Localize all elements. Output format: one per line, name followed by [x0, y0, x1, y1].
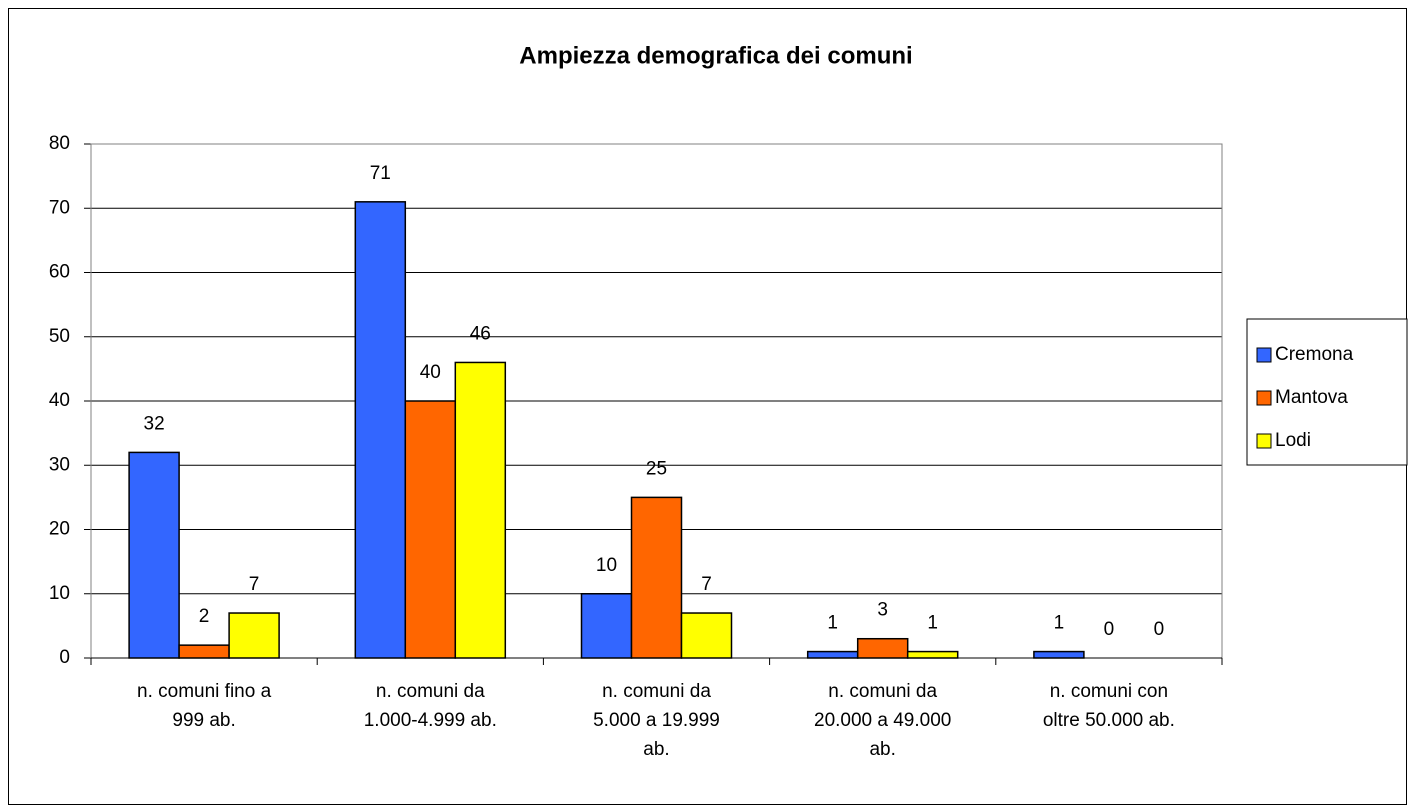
bar	[906, 650, 959, 659]
x-tick-label: n. comuni da 20.000 a 49.000 ab.	[814, 681, 952, 760]
data-label: 25	[646, 458, 667, 479]
data-label: 3	[877, 600, 888, 621]
legend-box	[1246, 318, 1408, 466]
y-tick-label: 20	[49, 519, 70, 540]
y-tick-label: 80	[49, 133, 70, 154]
data-label: 2	[199, 606, 210, 627]
bar	[178, 644, 230, 659]
bar	[806, 650, 859, 659]
bar	[856, 637, 909, 659]
bar	[454, 361, 507, 659]
legend-swatch	[1256, 433, 1272, 449]
data-label: 46	[470, 323, 491, 344]
y-tick-label: 70	[49, 197, 70, 218]
x-tick-label: n. comuni fino a 999 ab.	[137, 681, 272, 731]
data-label: 0	[1104, 619, 1115, 640]
chart-title: Ampiezza demografica dei comuni	[519, 42, 912, 69]
y-tick-label: 60	[49, 262, 70, 283]
legend-swatch	[1256, 390, 1272, 406]
data-label: 71	[370, 163, 391, 184]
bar	[354, 201, 407, 659]
y-tick-label: 50	[49, 326, 70, 347]
data-label: 10	[596, 555, 617, 576]
data-label: 0	[1154, 619, 1165, 640]
y-tick-label: 0	[59, 647, 70, 668]
y-tick-label: 40	[49, 390, 70, 411]
legend-label: Mantova	[1275, 387, 1348, 408]
bar	[228, 612, 280, 659]
bar	[630, 496, 683, 659]
y-tick-label: 30	[49, 454, 70, 475]
data-label: 1	[927, 613, 938, 634]
data-label: 7	[701, 574, 712, 595]
legend-swatch	[1256, 347, 1272, 363]
legend-label: Lodi	[1275, 430, 1311, 451]
bar	[1033, 650, 1085, 659]
bar	[128, 451, 180, 659]
data-label: 40	[420, 362, 441, 383]
x-tick-label: n. comuni con oltre 50.000 ab.	[1042, 681, 1175, 731]
data-label: 32	[144, 413, 165, 434]
chart-border	[8, 8, 1407, 805]
bar	[680, 612, 733, 659]
bar	[404, 400, 457, 659]
legend-label: Cremona	[1275, 344, 1354, 365]
data-label: 7	[249, 574, 260, 595]
data-label: 1	[827, 613, 838, 634]
x-tick-label: n. comuni da 5.000 a 19.999 ab.	[593, 681, 720, 760]
data-label: 1	[1054, 613, 1065, 634]
y-tick-label: 10	[49, 583, 70, 604]
x-tick-label: n. comuni da 1.000-4.999 ab.	[363, 681, 497, 731]
bar	[580, 593, 633, 659]
